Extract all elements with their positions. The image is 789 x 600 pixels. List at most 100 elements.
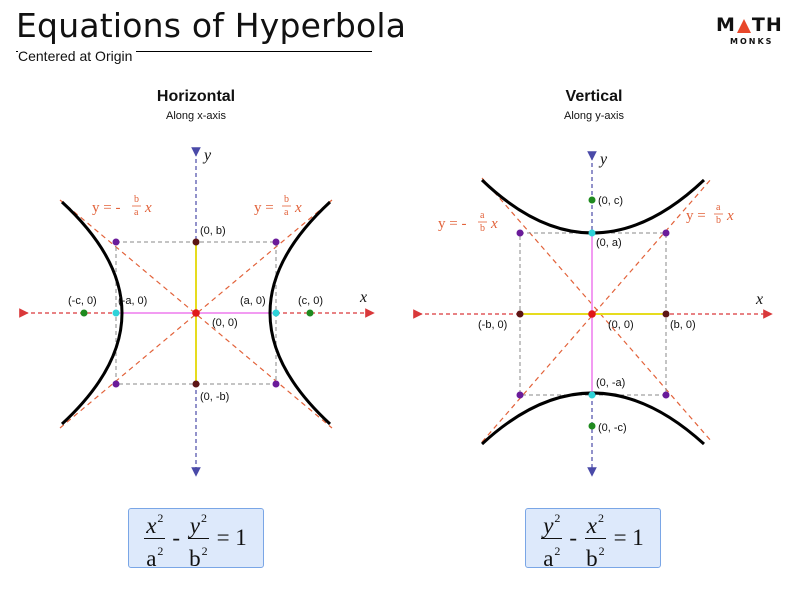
vertical-co-vertex-right (662, 310, 670, 318)
logo-subtext: MONKS (730, 37, 774, 46)
eq-exponent: 2 (554, 510, 561, 525)
vertical-subheading: Along y-axis (564, 110, 624, 122)
vertical-diagram: y x (0, c) (0, a) (0, 0) (-b, 0) (b, 0) … (413, 151, 773, 477)
vertical-heading: Vertical (565, 88, 623, 105)
vertical-vertex-bottom (588, 391, 596, 399)
asymptote-prefix: y = (686, 208, 706, 224)
horizontal-focus-left-label: (-c, 0) (68, 295, 97, 307)
eq-numerator-var: x (586, 512, 597, 538)
asymptote-numerator: a (716, 202, 721, 213)
asymptote-denominator: b (716, 215, 721, 226)
eq-numerator-var: y (189, 512, 200, 538)
eq-exponent: 2 (598, 543, 605, 558)
eq-equals: = 1 (216, 525, 247, 550)
horizontal-co-vertex-bottom-label: (0, -b) (200, 391, 229, 403)
asymptote-numerator: b (284, 194, 289, 205)
horizontal-corner-point (272, 238, 280, 246)
horizontal-equation-box: x2 a2 - y2 b2 = 1 (128, 506, 264, 571)
vertical-vertex-bottom-label: (0, -a) (596, 377, 625, 389)
vertical-vertex-top-label: (0, a) (596, 237, 622, 249)
horizontal-vertex-right-label: (a, 0) (240, 295, 266, 307)
logo-triangle-icon (736, 19, 751, 33)
horizontal-asymptote-neg-label: y = - b a x (92, 194, 152, 218)
horizontal-center-label: (0, 0) (212, 317, 238, 329)
vertical-center-point (588, 310, 596, 318)
horizontal-corner-point (112, 238, 120, 246)
horizontal-focus-right (306, 309, 314, 317)
eq-exponent: 2 (157, 543, 164, 558)
page-subtitle: Centered at Origin (18, 48, 137, 64)
eq-minus: - (569, 525, 578, 550)
horizontal-vertex-right (272, 309, 280, 317)
horizontal-corner-point (272, 380, 280, 388)
vertical-corner-point (516, 391, 524, 399)
asymptote-numerator: a (480, 210, 485, 221)
asymptote-variable: x (144, 200, 152, 216)
horizontal-equation-first-fraction: x2 a2 (144, 506, 166, 571)
eq-exponent: 2 (201, 543, 208, 558)
vertical-asymptote-pos-label: y = a b x (686, 202, 734, 226)
vertical-vertex-top (588, 229, 596, 237)
horizontal-asymptote-pos-label: y = b a x (254, 194, 302, 218)
horizontal-diagram: y x (0, b) (0, -b) (0, 0) (-a, 0) (a, 0)… (19, 147, 375, 477)
horizontal-vertex-left (112, 309, 120, 317)
asymptote-denominator: a (134, 207, 139, 218)
asymptote-variable: x (726, 208, 734, 224)
asymptote-prefix: y = - (438, 216, 466, 232)
horizontal-equation-second-fraction: y2 b2 (187, 506, 210, 571)
eq-denominator-var: a (146, 545, 157, 571)
eq-exponent: 2 (597, 510, 604, 525)
eq-exponent: 2 (554, 543, 561, 558)
vertical-focus-top-label: (0, c) (598, 195, 623, 207)
vertical-equation-first-fraction: y2 a2 (541, 506, 563, 571)
vertical-corner-point (516, 229, 524, 237)
horizontal-focus-right-label: (c, 0) (298, 295, 323, 307)
vertical-co-vertex-right-label: (b, 0) (670, 319, 696, 331)
asymptote-prefix: y = (254, 200, 274, 216)
horizontal-x-axis-label: x (359, 289, 367, 306)
eq-exponent: 2 (200, 510, 207, 525)
logo-wordmark: M TH (716, 14, 782, 36)
vertical-equation-second-fraction: x2 b2 (584, 506, 607, 571)
eq-denominator-var: b (189, 545, 201, 571)
mathmonks-logo: M TH MONKS (716, 14, 782, 46)
vertical-center-label: (0, 0) (608, 319, 634, 331)
eq-exponent: 2 (157, 510, 164, 525)
eq-denominator-var: a (543, 545, 554, 571)
vertical-corner-point (662, 391, 670, 399)
title-underline (16, 51, 372, 52)
vertical-asymptote-neg-label: y = - a b x (438, 210, 498, 234)
asymptote-denominator: b (480, 223, 485, 234)
horizontal-corner-point (112, 380, 120, 388)
eq-equals: = 1 (613, 525, 644, 550)
horizontal-center-point (192, 309, 200, 317)
eq-minus: - (172, 525, 181, 550)
logo-text-right: TH (751, 14, 783, 36)
horizontal-co-vertex-top (192, 238, 200, 246)
vertical-panel-heading: Vertical Along y-axis (484, 88, 704, 122)
horizontal-vertex-left-label: (-a, 0) (118, 295, 147, 307)
eq-denominator-var: b (586, 545, 598, 571)
horizontal-co-vertex-bottom (192, 380, 200, 388)
vertical-x-axis-label: x (755, 291, 763, 308)
vertical-top-branch (480, 178, 706, 235)
horizontal-heading: Horizontal (156, 88, 236, 105)
horizontal-co-vertex-top-label: (0, b) (200, 225, 226, 237)
vertical-focus-bottom-label: (0, -c) (598, 422, 627, 434)
asymptote-numerator: b (134, 194, 139, 205)
vertical-focus-top (588, 196, 596, 204)
horizontal-subheading: Along x-axis (166, 110, 226, 122)
asymptote-prefix: y = - (92, 200, 120, 216)
eq-numerator-var: x (146, 512, 157, 538)
vertical-bottom-branch (480, 391, 706, 446)
horizontal-left-branch (60, 200, 124, 426)
horizontal-focus-left (80, 309, 88, 317)
vertical-co-vertex-left-label: (-b, 0) (478, 319, 507, 331)
asymptote-denominator: a (284, 207, 289, 218)
vertical-equation-box: y2 a2 - x2 b2 = 1 (525, 506, 661, 571)
vertical-corner-point (662, 229, 670, 237)
horizontal-panel-heading: Horizontal Along x-axis (86, 88, 306, 122)
page-title: Equations of Hyperbola (16, 6, 407, 45)
vertical-y-axis-label: y (598, 151, 608, 168)
